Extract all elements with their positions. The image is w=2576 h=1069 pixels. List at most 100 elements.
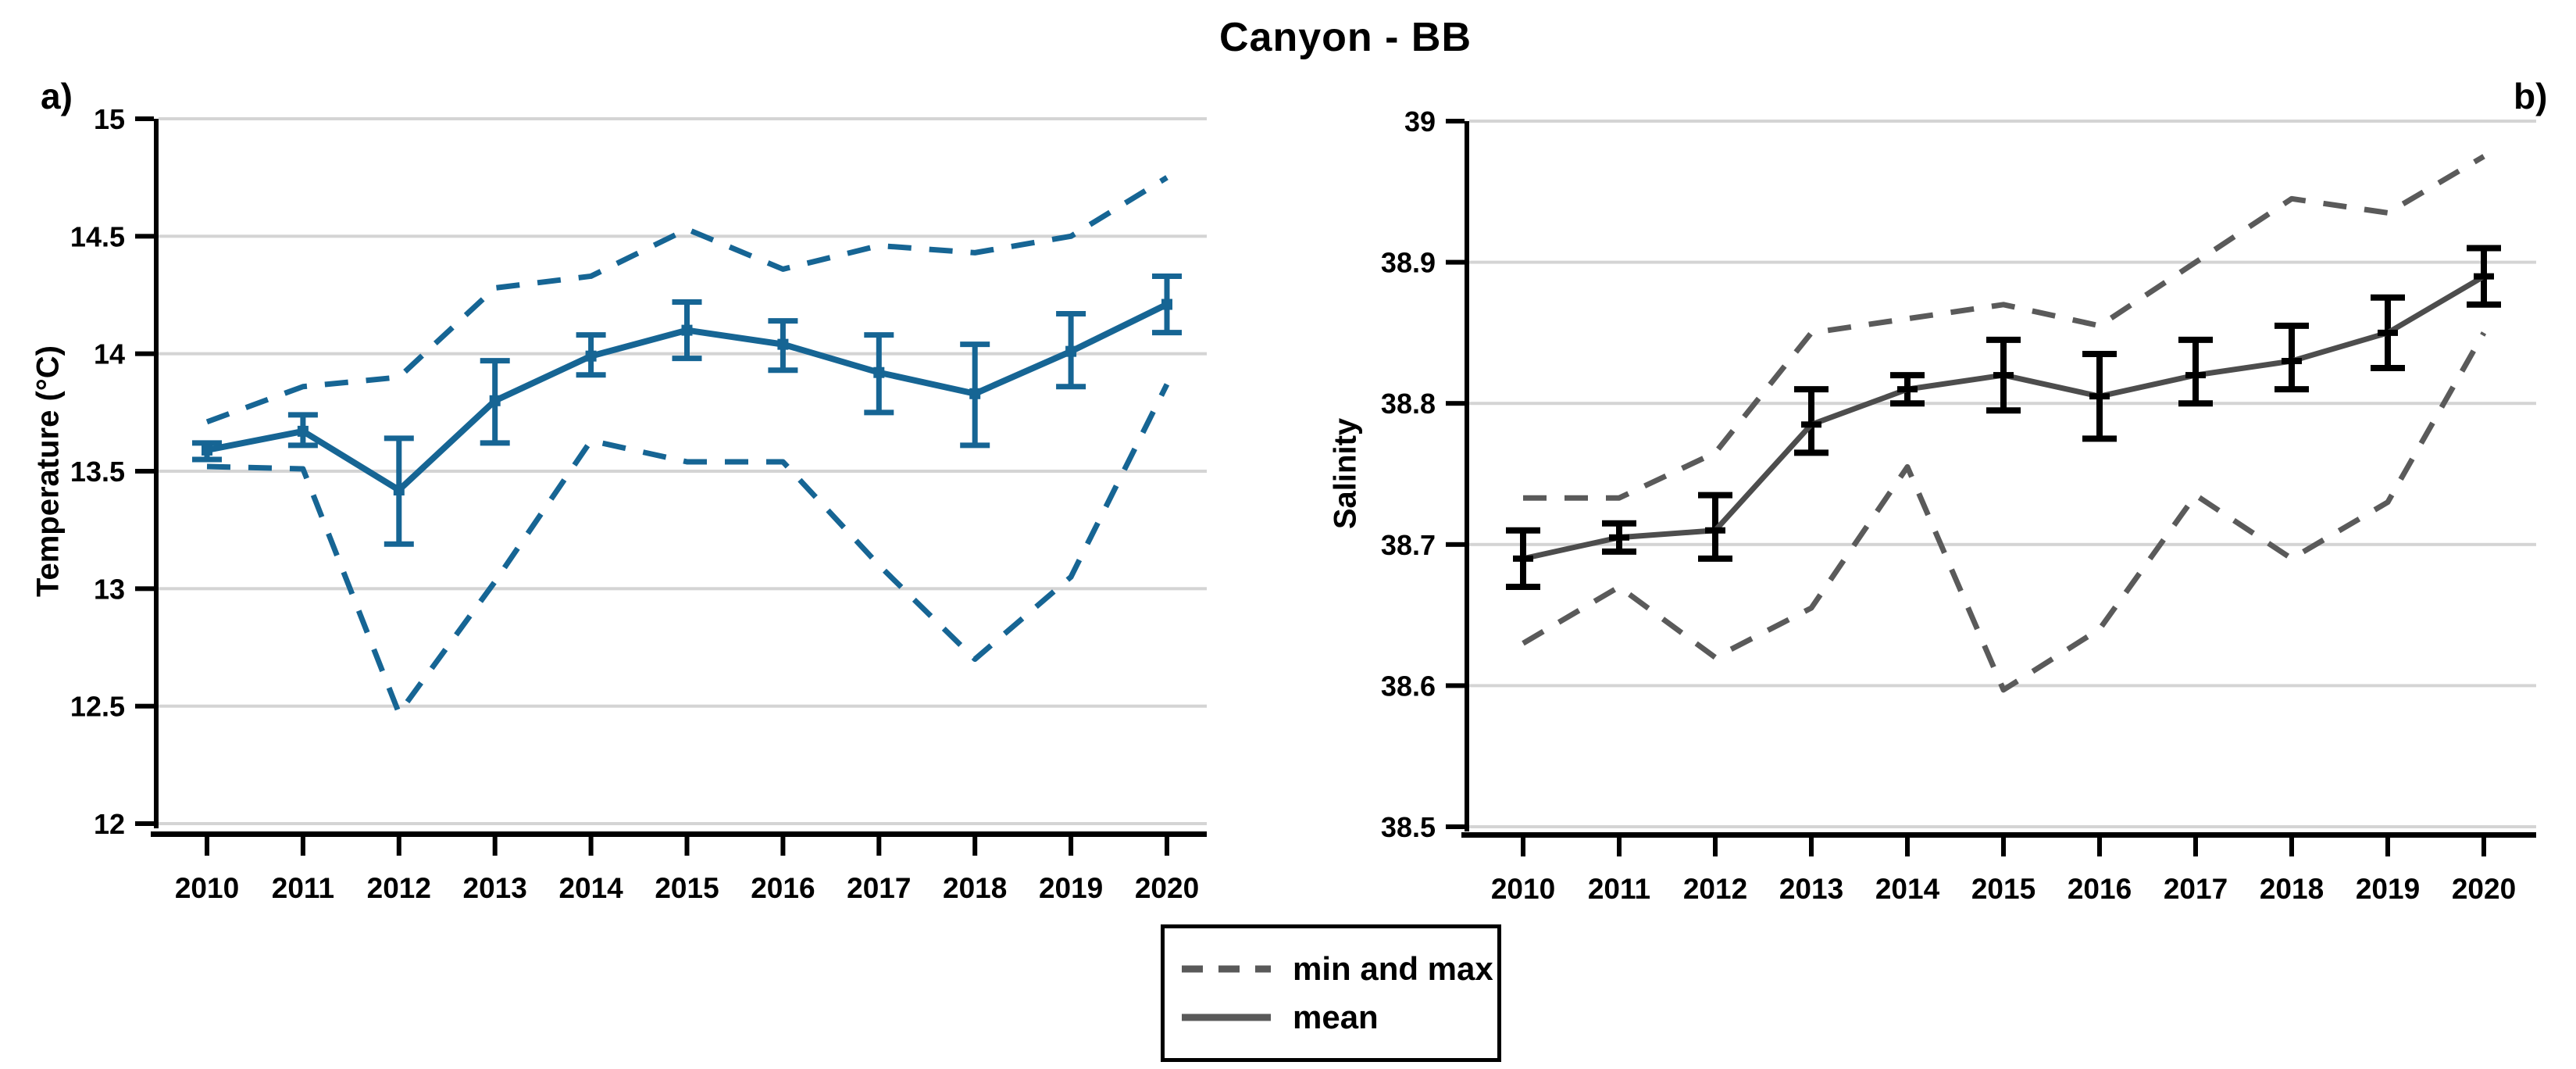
panel-a-label: a)	[41, 76, 73, 116]
y-tick-label: 12	[94, 808, 125, 840]
mean-marker	[1609, 534, 1629, 541]
x-tick-label: 2013	[1779, 873, 1843, 905]
mean-marker	[297, 425, 309, 437]
y-tick-label: 38.7	[1381, 529, 1436, 561]
x-tick	[396, 837, 401, 856]
mean-marker	[2185, 372, 2206, 379]
min-line	[1522, 331, 2487, 693]
gridline	[159, 822, 1207, 825]
gridline	[159, 704, 1207, 708]
y-tick	[135, 821, 154, 826]
y-axis-title-temperature: Temperature (°C)	[30, 345, 66, 597]
mean-marker	[1065, 345, 1077, 357]
mean-marker	[2474, 273, 2494, 280]
mean-marker	[873, 366, 885, 378]
x-tick-label: 2018	[943, 872, 1007, 904]
x-tick-label: 2019	[1039, 872, 1103, 904]
legend-solid-line-sample	[1182, 1014, 1271, 1021]
mean-marker	[1897, 386, 1918, 393]
y-tick-label: 13.5	[70, 456, 125, 488]
x-tick	[1165, 837, 1169, 856]
x-tick	[588, 837, 594, 856]
gridline	[159, 587, 1207, 591]
y-tick	[1446, 401, 1465, 406]
y-tick	[135, 586, 154, 592]
y-tick-label: 39	[1404, 105, 1436, 138]
y-axis-title-salinity: Salinity	[1328, 417, 1363, 530]
mean-marker	[1513, 555, 1533, 562]
y-tick	[135, 351, 154, 356]
panel-b-label: b)	[2514, 76, 2548, 116]
y-tick	[1446, 824, 1465, 829]
max-line	[205, 175, 1168, 425]
x-tick-label: 2017	[847, 872, 911, 904]
mean-marker	[777, 338, 789, 350]
x-tick-label: 2010	[1491, 873, 1555, 905]
mean-marker	[2378, 329, 2398, 336]
y-tick-label: 38.6	[1381, 670, 1436, 702]
y-tick	[135, 116, 154, 121]
x-tick	[2385, 838, 2390, 856]
y-tick-label: 38.8	[1381, 388, 1436, 420]
y-tick	[1446, 542, 1465, 547]
gridline	[159, 352, 1207, 356]
x-tick	[492, 837, 498, 856]
x-tick	[2001, 838, 2006, 856]
error-bar	[2178, 336, 2213, 407]
x-tick-label: 2014	[558, 872, 623, 904]
mean-marker	[1705, 527, 1725, 534]
min-line	[206, 383, 1170, 717]
y-tick	[135, 703, 154, 709]
x-tick	[205, 837, 209, 856]
y-tick-label: 14.5	[70, 220, 125, 252]
x-tick-label: 2012	[1683, 873, 1747, 905]
x-tick-label: 2013	[463, 872, 527, 904]
legend-item-mean: mean	[1165, 1001, 1497, 1034]
x-tick-label: 2016	[751, 872, 815, 904]
x-tick-label: 2010	[175, 872, 239, 904]
x-tick	[300, 837, 305, 856]
x-tick-label: 2018	[2260, 873, 2324, 905]
x-tick	[2193, 838, 2198, 856]
legend-dashed-line-sample	[1182, 965, 1271, 973]
y-tick-label: 38.9	[1381, 247, 1436, 279]
mean-marker	[681, 324, 693, 336]
x-tick-label: 2015	[1971, 873, 2035, 905]
mean-marker	[585, 350, 597, 362]
x-tick	[2097, 838, 2102, 856]
gridline	[1469, 825, 2536, 828]
mean-marker	[489, 395, 501, 406]
x-tick	[876, 837, 882, 856]
x-tick	[1617, 838, 1622, 856]
figure-title: Canyon - BB	[1219, 15, 1472, 60]
gridline	[159, 234, 1207, 238]
y-axis-spine	[154, 119, 159, 828]
x-tick	[1809, 838, 1814, 856]
mean-marker	[1801, 421, 1821, 428]
y-tick-label: 38.5	[1381, 811, 1436, 843]
y-axis-spine	[1465, 121, 1469, 831]
mean-marker	[202, 444, 212, 456]
x-tick-label: 2017	[2164, 873, 2228, 905]
y-tick-label: 14	[94, 338, 125, 370]
x-tick	[1521, 838, 1525, 856]
mean-marker	[969, 388, 981, 399]
x-tick	[780, 837, 786, 856]
y-tick-label: 13	[94, 573, 125, 605]
mean-marker	[2282, 358, 2302, 365]
x-tick-label: 2014	[1875, 873, 1940, 905]
panel-a: 12 12.5 13 13.5 14 14.5 15 2010 2011 2012 2013 2014…	[70, 103, 1207, 904]
legend-label-mean: mean	[1293, 999, 1379, 1035]
gridline	[159, 117, 1207, 120]
gridline	[1469, 120, 2536, 123]
y-tick	[1446, 119, 1465, 123]
x-axis-spine	[1461, 832, 2536, 838]
error-bar	[2275, 322, 2309, 393]
mean-marker	[1993, 372, 2014, 379]
y-tick-label: 12.5	[70, 691, 125, 723]
y-tick-label: 15	[94, 103, 125, 135]
legend-label-minmax: min and max	[1293, 950, 1493, 987]
x-tick-label: 2016	[2068, 873, 2132, 905]
x-tick	[1069, 837, 1074, 856]
x-tick-label: 2012	[367, 872, 431, 904]
